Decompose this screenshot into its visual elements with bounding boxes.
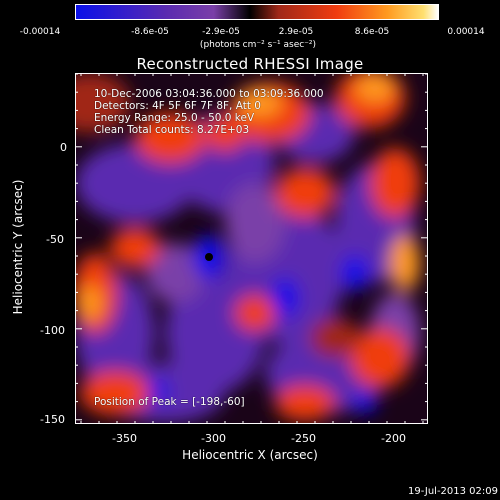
y-tick-label: -150 bbox=[40, 413, 65, 426]
colorbar-tick: -0.00014 bbox=[19, 27, 61, 37]
image-blob bbox=[355, 74, 395, 102]
x-tick-label: -200 bbox=[381, 432, 406, 445]
image-blob bbox=[390, 235, 420, 291]
image-blob bbox=[370, 148, 420, 218]
image-blob bbox=[350, 328, 410, 388]
colorbar-tick: 8.6e-05 bbox=[354, 27, 390, 37]
image-blob bbox=[225, 183, 285, 263]
colorbar-tick: -2.9e-05 bbox=[202, 27, 240, 37]
annotation-energy-range: Energy Range: 25.0 - 50.0 keV bbox=[94, 112, 255, 124]
image-blob bbox=[75, 73, 130, 133]
image-blob bbox=[135, 113, 205, 163]
x-axis-label: Heliocentric X (arcsec) bbox=[182, 448, 318, 462]
y-tick-label: -50 bbox=[46, 233, 64, 246]
image-blobs bbox=[75, 73, 420, 423]
image-blob bbox=[145, 243, 205, 303]
x-tick-label: -300 bbox=[201, 432, 226, 445]
annotation-detectors: Detectors: 4F 5F 6F 7F 8F, Att 0 bbox=[94, 100, 261, 112]
y-axis-label: Heliocentric Y (arcsec) bbox=[11, 179, 25, 315]
y-tick-label: 0 bbox=[60, 141, 67, 154]
colorbar-tick: 0.00014 bbox=[447, 27, 485, 37]
image-blob bbox=[271, 278, 299, 318]
image-blob bbox=[341, 255, 369, 291]
rhessi-image bbox=[75, 73, 428, 424]
image-blob bbox=[275, 168, 335, 218]
annotation-peak-position: Position of Peak = [-198,-60] bbox=[94, 396, 245, 408]
image-blob bbox=[353, 393, 377, 413]
colorbar bbox=[75, 4, 439, 20]
plot-frame bbox=[75, 73, 428, 424]
image-blob bbox=[275, 385, 335, 421]
colorbar-tick: 2.9e-05 bbox=[278, 27, 314, 37]
image-blob bbox=[80, 371, 150, 415]
colorbar-units: (photons cm⁻² s⁻¹ asec⁻²) bbox=[199, 40, 317, 50]
image-blob bbox=[310, 318, 360, 358]
annotation-clean-counts: Clean Total counts: 8.27E+03 bbox=[94, 124, 250, 136]
image-blob bbox=[205, 115, 245, 151]
image-blob bbox=[75, 143, 195, 223]
annotation-time-range: 10-Dec-2006 03:04:36.000 to 03:09:36.000 bbox=[94, 88, 324, 100]
image-blob bbox=[238, 89, 282, 117]
image-blob bbox=[78, 285, 102, 321]
peak-marker bbox=[205, 253, 213, 261]
image-blob bbox=[235, 295, 275, 331]
x-tick-label: -250 bbox=[291, 432, 316, 445]
x-tick-label: -350 bbox=[112, 432, 137, 445]
image-blob bbox=[110, 228, 160, 268]
y-tick-label: -100 bbox=[40, 324, 65, 337]
colorbar-tick: -8.6e-05 bbox=[131, 27, 169, 37]
image-title: Reconstructed RHESSI Image bbox=[136, 55, 364, 73]
generation-date: 19-Jul-2013 02:09 bbox=[407, 486, 498, 497]
